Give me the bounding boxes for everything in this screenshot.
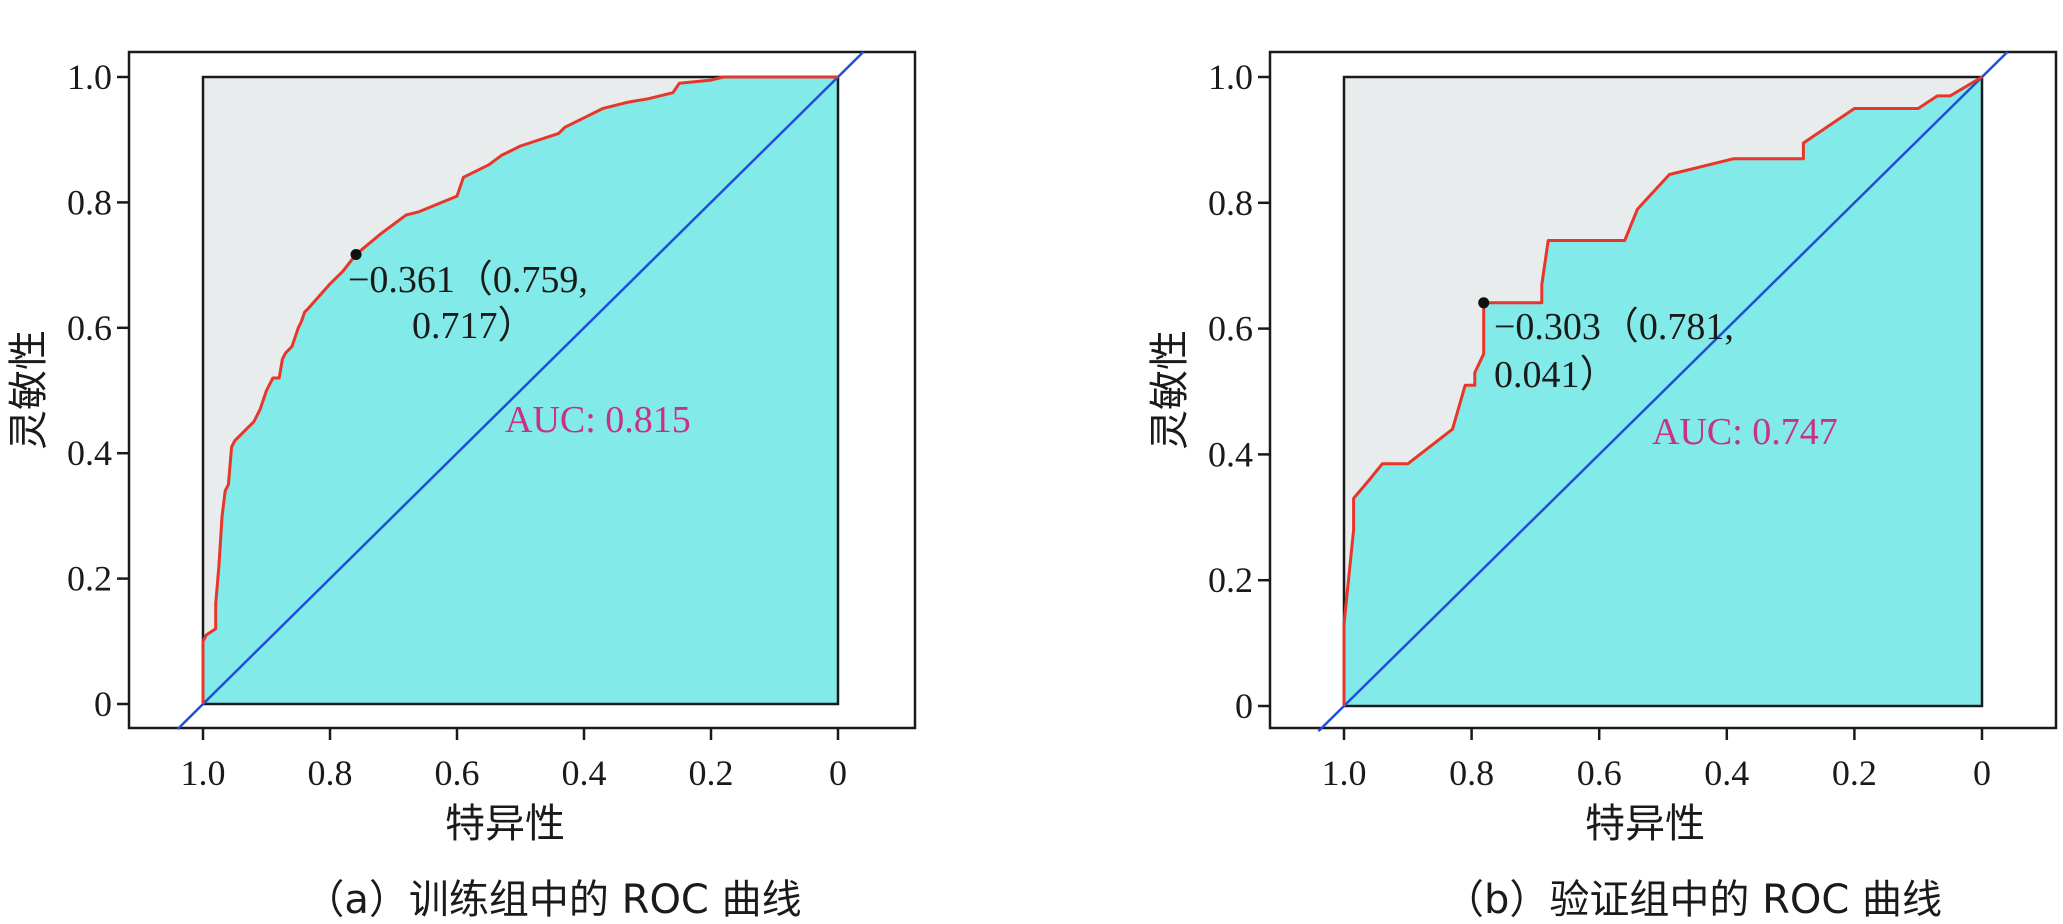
panel-b-caption: （b）验证组中的 ROC 曲线	[1444, 877, 1942, 923]
panel-b-ytick-label: 0.4	[1208, 434, 1253, 474]
panel-b-ytick-label: 0.2	[1208, 560, 1253, 600]
panel-a-xlabel: 特异性	[445, 801, 565, 847]
panel-b-xtick-label: 1.0	[1322, 753, 1367, 793]
panel-a-xtick-label: 1.0	[181, 753, 226, 793]
panel-a-ylabel: 灵敏性	[6, 330, 52, 450]
panel-a-ytick-label: 0.4	[67, 433, 112, 473]
panel-a-xtick-label: 0.6	[435, 753, 480, 793]
panel-a-xtick-label: 0	[829, 753, 847, 793]
panel-b-xtick-label: 0.2	[1832, 753, 1877, 793]
panel-b-xtick-label: 0.6	[1577, 753, 1622, 793]
panel-a-ytick-label: 0.2	[67, 559, 112, 599]
panel-b-ytick-label: 0.8	[1208, 183, 1253, 223]
panel-b-roc-curve	[1342, 75, 1983, 706]
panel-a-inner-box	[201, 75, 840, 706]
panel-b-auc-label: AUC: 0.747	[1652, 411, 1838, 453]
panel-b: 1.0 0.8 0.6 0.4 0.2 0 0 0.2 0.4 0.6 0.8 1.0 灵敏性 特异性…	[1147, 50, 2058, 923]
panel-a-caption: （a）训练组中的 ROC 曲线	[304, 877, 801, 923]
panel-b-xtick-label: 0	[1973, 753, 1991, 793]
panel-b-inner-box	[1342, 75, 1984, 708]
panel-a-xtick-label: 0.2	[689, 753, 734, 793]
panel-a-ytick-label: 0.8	[67, 182, 112, 222]
panel-a-cutoff-label-line1: −0.361（0.759,	[348, 259, 588, 301]
panel-b-ytick-label: 1.0	[1208, 57, 1253, 97]
panel-b-upper-area	[1344, 77, 1982, 706]
panel-b-ytick-label: 0.6	[1208, 309, 1253, 349]
panel-a-cutoff-point	[350, 248, 362, 260]
panel-a-cutoff-label-line2: 0.717）	[412, 305, 536, 347]
panel-a-roc-curve	[201, 75, 838, 704]
panel-a-xtick-label: 0.4	[562, 753, 607, 793]
panel-a: 1.0 0.8 0.6 0.4 0.2 0 0 0.2 0.4 0.6 0.8 1.0 灵敏性 特异性…	[6, 50, 917, 923]
panel-a-xtick-label: 0.8	[308, 753, 353, 793]
panel-a-upper-area	[203, 77, 838, 704]
panel-b-ytick-label: 0	[1235, 686, 1253, 726]
panel-b-xtick-label: 0.8	[1449, 753, 1494, 793]
panel-b-frame	[1268, 50, 2058, 730]
panel-a-ytick-label: 0	[94, 684, 112, 724]
panel-a-ytick-label: 0.6	[67, 308, 112, 348]
panel-b-cutoff-label-line2: 0.041）	[1494, 354, 1618, 396]
panel-a-frame	[127, 50, 917, 730]
panel-b-cutoff-point	[1478, 297, 1490, 309]
panel-b-reference-diagonal	[1317, 50, 2009, 733]
panel-a-auc-label: AUC: 0.815	[505, 399, 691, 441]
panel-a-ytick-label: 1.0	[67, 57, 112, 97]
panel-a-reference-diagonal	[176, 51, 865, 730]
panel-b-ylabel: 灵敏性	[1147, 330, 1193, 450]
panel-b-xtick-label: 0.4	[1704, 753, 1749, 793]
panel-b-xlabel: 特异性	[1585, 801, 1705, 847]
panel-b-cutoff-label-line1: −0.303（0.781,	[1494, 306, 1734, 348]
